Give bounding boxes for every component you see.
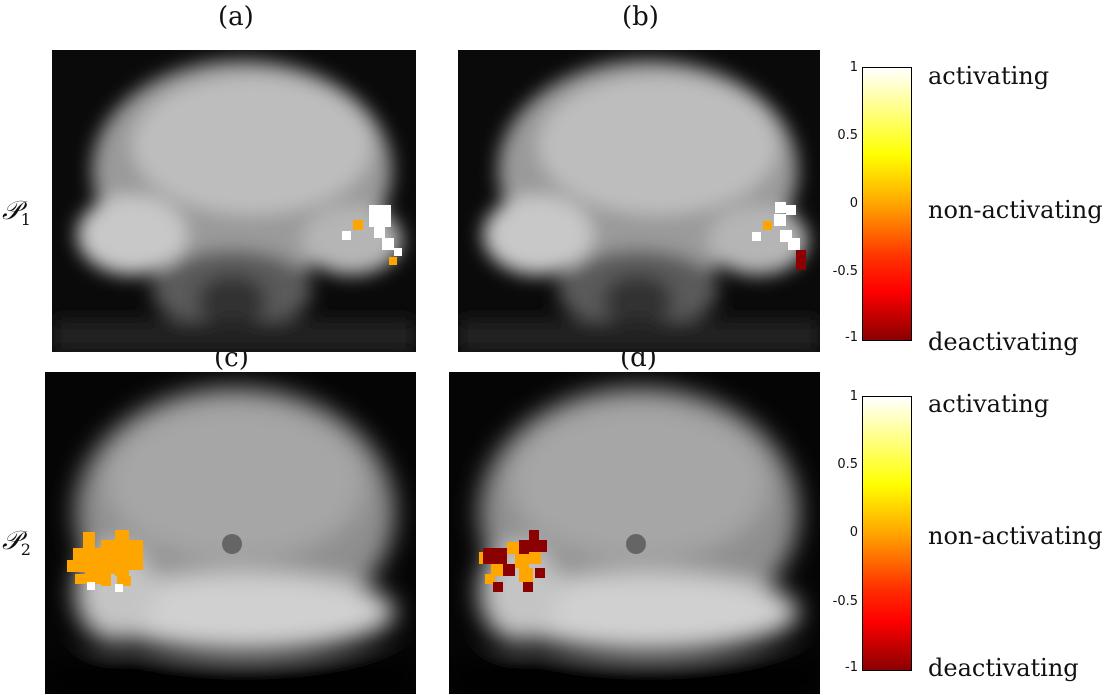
- colorbar-tick: 0.5: [837, 128, 858, 143]
- colorbar-tick: 0: [849, 525, 858, 540]
- row-label-p2: 𝒫2: [2, 526, 31, 559]
- brain-scan-c: [45, 372, 416, 694]
- row-symbol: 𝒫: [2, 526, 21, 556]
- row-subscript: 1: [20, 210, 31, 230]
- colorbar-tick: -0.5: [832, 594, 858, 609]
- brain-scan-d: [449, 372, 820, 694]
- panel-label-a: (a): [218, 2, 254, 32]
- row-symbol: 𝒫: [2, 196, 21, 226]
- colorbar-gradient: [862, 67, 912, 341]
- colorbar-tick: -1: [845, 660, 858, 675]
- colorbar-tick: -0.5: [832, 264, 858, 279]
- colorbar-tick: 0.5: [837, 457, 858, 472]
- colorbar-label-deactivating: deactivating: [928, 328, 1079, 356]
- panel-label-b: (b): [622, 2, 659, 32]
- colorbar-label-deactivating: deactivating: [928, 654, 1079, 682]
- colorbar-label-activating: activating: [928, 390, 1050, 418]
- colorbar-tick: 0: [849, 196, 858, 211]
- colorbar-label-activating: activating: [928, 62, 1050, 90]
- activation-voxels: [479, 530, 547, 592]
- row-subscript: 2: [20, 540, 31, 560]
- colorbar-label-non-activating: non-activating: [928, 522, 1103, 550]
- colorbar-tick: 1: [849, 389, 858, 404]
- activation-voxels: [752, 202, 806, 270]
- colorbar-tick: -1: [845, 330, 858, 345]
- colorbar-label-non-activating: non-activating: [928, 196, 1103, 224]
- brain-scan-a: [52, 50, 416, 352]
- activation-voxels: [342, 205, 402, 265]
- brain-scan-b: [458, 50, 820, 352]
- colorbar-tick: 1: [849, 60, 858, 75]
- activation-voxels: [67, 530, 143, 586]
- colorbar-gradient: [862, 396, 912, 671]
- row-label-p1: 𝒫1: [2, 196, 31, 229]
